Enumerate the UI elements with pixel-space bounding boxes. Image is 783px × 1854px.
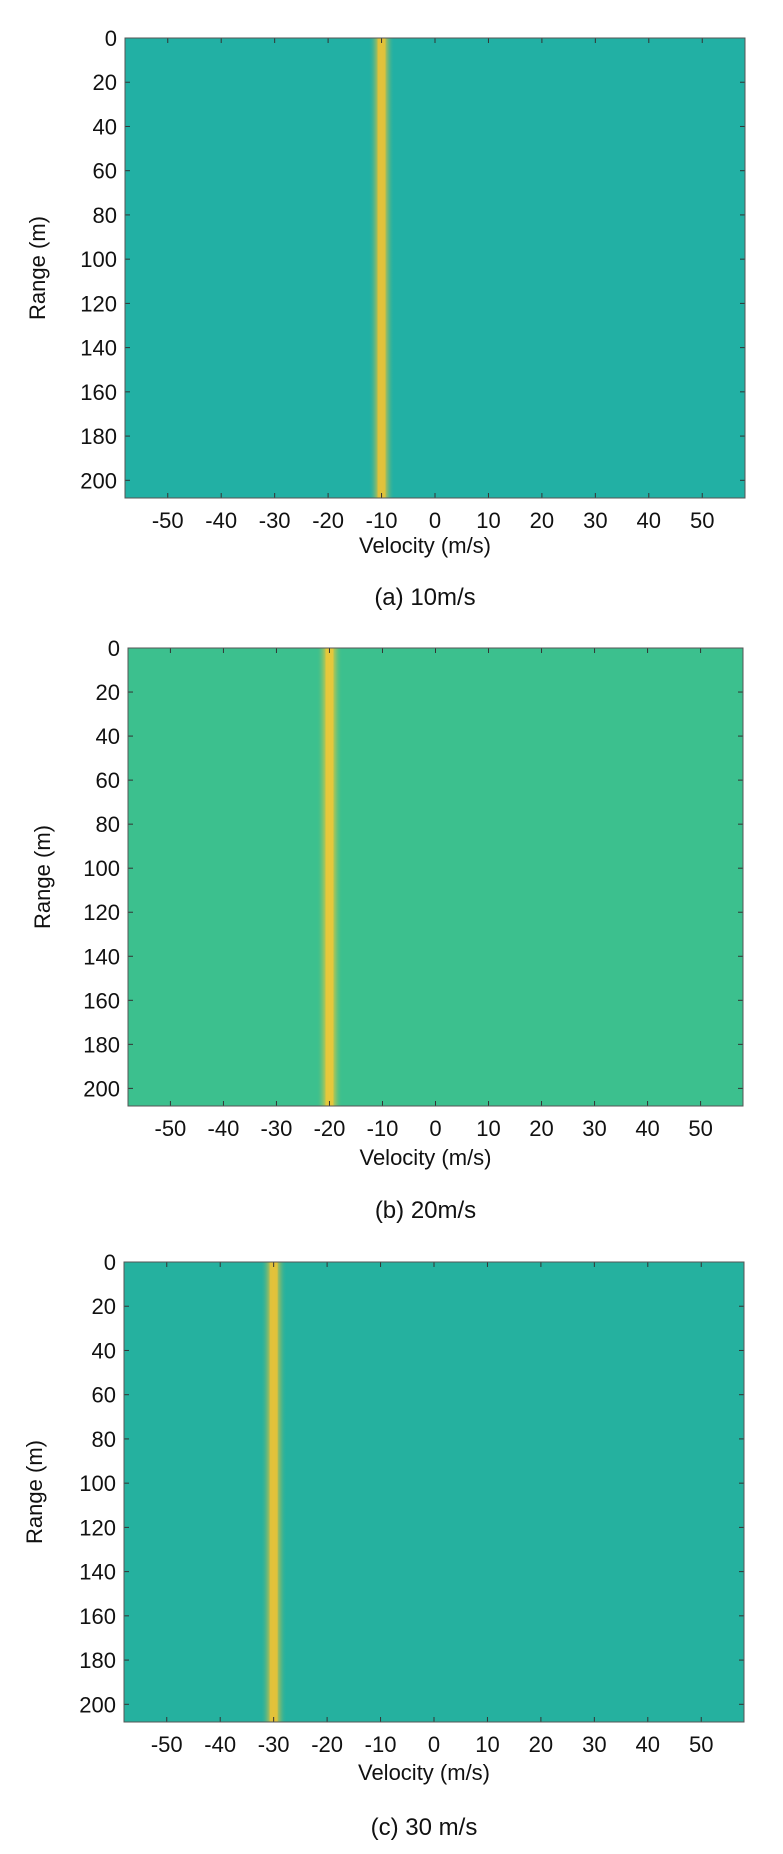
y-axis-label: Range (m) bbox=[25, 216, 50, 320]
x-tick-label: 0 bbox=[429, 508, 441, 533]
plot-frame bbox=[127, 647, 744, 1107]
y-tick-label: 20 bbox=[92, 1294, 116, 1319]
y-tick-label: 40 bbox=[96, 724, 120, 749]
y-tick-label: 140 bbox=[79, 1560, 116, 1585]
chart-panel-3: -50 -40 -30 -20 -10 0 10 20 30 40 50 0 20 40 60 80 100 12… bbox=[22, 1250, 745, 1841]
x-tick-label: 50 bbox=[689, 1732, 713, 1757]
y-axis-label: Range (m) bbox=[22, 1440, 47, 1544]
y-tick-label: 60 bbox=[92, 1383, 116, 1408]
y-tick-label: 180 bbox=[79, 1648, 116, 1673]
y-tick-label: 80 bbox=[96, 812, 120, 837]
x-tick-label: 10 bbox=[475, 1732, 499, 1757]
y-tick-label: 40 bbox=[92, 1338, 116, 1363]
y-tick-label: 200 bbox=[79, 1692, 116, 1717]
y-tick-label: 0 bbox=[105, 26, 117, 51]
x-tick-label: 0 bbox=[429, 1116, 441, 1141]
heatmap-background bbox=[124, 1262, 744, 1722]
x-tick-label: 50 bbox=[690, 508, 714, 533]
y-tick-label: 200 bbox=[80, 468, 117, 493]
x-axis-label: Velocity (m/s) bbox=[358, 1760, 490, 1785]
y-tick-label: 140 bbox=[80, 336, 117, 361]
x-tick-label: 30 bbox=[582, 1116, 606, 1141]
x-tick-label: -10 bbox=[366, 508, 398, 533]
y-tick-label: 0 bbox=[104, 1250, 116, 1275]
x-tick-label: 40 bbox=[637, 508, 661, 533]
x-tick-label: -20 bbox=[311, 1732, 343, 1757]
target-velocity-core bbox=[325, 648, 334, 1106]
x-tick-label: 50 bbox=[688, 1116, 712, 1141]
x-tick-label: 10 bbox=[476, 1116, 500, 1141]
y-tick-label: 0 bbox=[108, 636, 120, 661]
target-velocity-core bbox=[269, 1262, 278, 1722]
chart-panel-1: -50 -40 -30 -20 -10 0 10 20 30 40 50 0 20 40 60 80 100 12… bbox=[25, 26, 746, 611]
y-tick-label: 80 bbox=[93, 203, 117, 228]
y-tick-label: 100 bbox=[83, 856, 120, 881]
x-tick-label: 20 bbox=[529, 1732, 553, 1757]
y-tick-label: 40 bbox=[93, 114, 117, 139]
y-tick-label: 120 bbox=[83, 900, 120, 925]
y-tick-label: 120 bbox=[80, 291, 117, 316]
x-tick-label: -40 bbox=[208, 1116, 240, 1141]
x-tick-label: 40 bbox=[636, 1732, 660, 1757]
y-tick-label: 160 bbox=[79, 1604, 116, 1629]
x-tick-label: 40 bbox=[635, 1116, 659, 1141]
x-tick-label: -10 bbox=[367, 1116, 399, 1141]
x-tick-label: 20 bbox=[529, 1116, 553, 1141]
x-tick-label: -30 bbox=[259, 508, 291, 533]
x-tick-label: -50 bbox=[151, 1732, 183, 1757]
y-tick-label: 160 bbox=[83, 988, 120, 1013]
plot-frame bbox=[123, 1261, 745, 1723]
x-tick-label: 0 bbox=[428, 1732, 440, 1757]
y-tick-label: 160 bbox=[80, 380, 117, 405]
y-tick-label: 60 bbox=[96, 768, 120, 793]
chart-panel-2: -50 -40 -30 -20 -10 0 10 20 30 40 50 0 20 40 60 80 100 12… bbox=[30, 636, 744, 1224]
x-tick-label: -20 bbox=[314, 1116, 346, 1141]
x-tick-label: -30 bbox=[258, 1732, 290, 1757]
x-tick-label: 30 bbox=[583, 508, 607, 533]
x-tick-label: -40 bbox=[205, 508, 237, 533]
x-tick-label: -30 bbox=[261, 1116, 293, 1141]
panel-caption: (b) 20m/s bbox=[375, 1197, 476, 1224]
panel-caption: (c) 30 m/s bbox=[371, 1814, 478, 1841]
y-tick-label: 100 bbox=[80, 247, 117, 272]
x-tick-label: 30 bbox=[582, 1732, 606, 1757]
panel-caption: (a) 10m/s bbox=[374, 584, 475, 611]
x-tick-label: -10 bbox=[365, 1732, 397, 1757]
y-axis-label: Range (m) bbox=[30, 825, 55, 929]
x-tick-label: -20 bbox=[312, 508, 344, 533]
x-tick-label: 20 bbox=[530, 508, 554, 533]
x-tick-label: -50 bbox=[152, 508, 184, 533]
y-tick-label: 60 bbox=[93, 159, 117, 184]
y-tick-label: 120 bbox=[79, 1515, 116, 1540]
y-tick-label: 20 bbox=[96, 680, 120, 705]
x-tick-label: -50 bbox=[155, 1116, 187, 1141]
heatmap-background bbox=[125, 38, 745, 498]
y-tick-label: 180 bbox=[80, 424, 117, 449]
target-velocity-core bbox=[377, 38, 386, 498]
y-tick-label: 100 bbox=[79, 1471, 116, 1496]
x-axis-label: Velocity (m/s) bbox=[359, 533, 491, 558]
heatmap-background bbox=[128, 648, 743, 1106]
plot-frame bbox=[124, 37, 746, 499]
x-axis-label: Velocity (m/s) bbox=[359, 1145, 491, 1170]
y-tick-label: 80 bbox=[92, 1427, 116, 1452]
y-tick-label: 180 bbox=[83, 1032, 120, 1057]
y-tick-label: 140 bbox=[83, 944, 120, 969]
x-tick-label: -40 bbox=[204, 1732, 236, 1757]
x-tick-label: 10 bbox=[476, 508, 500, 533]
y-tick-label: 200 bbox=[83, 1076, 120, 1101]
y-tick-label: 20 bbox=[93, 70, 117, 95]
